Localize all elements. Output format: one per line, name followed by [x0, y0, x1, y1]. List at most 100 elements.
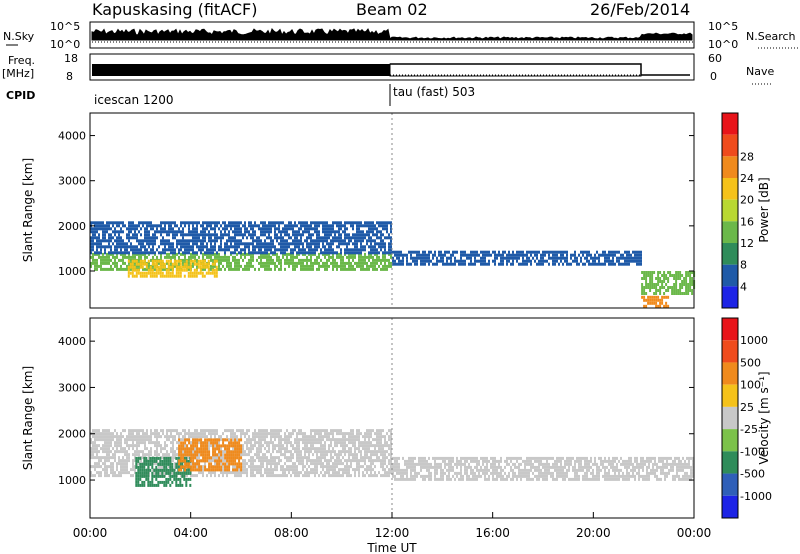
- velocity-cell: [161, 480, 164, 484]
- velocity-cell: [338, 474, 340, 478]
- power-cell: [236, 264, 238, 268]
- velocity-cell: [224, 444, 227, 448]
- velocity-cell: [310, 471, 312, 475]
- power-cell: [234, 261, 236, 265]
- power-cell: [372, 245, 374, 249]
- power-cell: [647, 298, 650, 302]
- velocity-cell: [400, 471, 402, 475]
- power-cell: [424, 253, 426, 257]
- velocity-cell: [175, 456, 178, 460]
- velocity-cell: [360, 453, 362, 457]
- velocity-cell: [324, 450, 326, 454]
- velocity-cell: [147, 465, 150, 469]
- power-cell: [356, 227, 358, 231]
- velocity-cell: [342, 438, 344, 442]
- power-cell: [228, 236, 230, 240]
- power-cell: [560, 250, 562, 254]
- velocity-cell: [200, 441, 203, 445]
- velocity-cell: [366, 453, 368, 457]
- velocity-cell: [92, 474, 94, 478]
- power-cell: [106, 252, 108, 256]
- power-cell: [310, 251, 312, 255]
- power-ytick-label: 3000: [58, 175, 86, 188]
- power-cell: [508, 259, 510, 263]
- power-colorbar-tick: 8: [740, 259, 747, 272]
- velocity-cell: [118, 438, 120, 442]
- velocity-cell: [196, 429, 198, 433]
- power-cell: [210, 236, 212, 240]
- velocity-cell: [182, 435, 184, 439]
- power-cell: [230, 261, 232, 265]
- power-cell: [578, 253, 580, 257]
- power-cell: [374, 267, 376, 271]
- velocity-cell: [376, 435, 378, 439]
- power-cell: [182, 242, 184, 246]
- power-cell: [428, 259, 430, 263]
- power-cell: [202, 236, 204, 240]
- power-cell: [155, 262, 158, 266]
- velocity-cell: [266, 444, 268, 448]
- power-cell: [326, 258, 328, 262]
- velocity-cell: [149, 483, 152, 487]
- velocity-cell: [344, 438, 346, 442]
- power-cell: [691, 289, 694, 292]
- power-cell: [640, 253, 642, 257]
- power-cell: [146, 221, 148, 225]
- power-cell: [414, 262, 416, 266]
- power-cell: [148, 239, 150, 243]
- velocity-cell: [120, 441, 122, 445]
- power-cell: [424, 262, 426, 266]
- power-cell: [324, 267, 326, 271]
- power-cell: [169, 274, 172, 278]
- power-cell: [288, 252, 290, 256]
- velocity-cell: [258, 441, 260, 445]
- velocity-cell: [142, 450, 144, 454]
- power-cell: [318, 224, 320, 228]
- velocity-cell: [112, 456, 114, 460]
- velocity-cell: [316, 453, 318, 457]
- velocity-cell: [171, 468, 174, 472]
- power-cell: [276, 264, 278, 268]
- power-cell: [215, 274, 218, 278]
- power-cell: [360, 255, 362, 259]
- velocity-cell: [390, 456, 392, 460]
- power-cell: [224, 230, 226, 234]
- power-cell: [108, 245, 110, 249]
- power-cell: [482, 256, 484, 260]
- power-cell: [250, 258, 252, 262]
- power-cell: [198, 245, 200, 249]
- power-cell: [183, 274, 186, 278]
- velocity-cell: [187, 459, 190, 463]
- power-cell: [689, 271, 692, 274]
- power-cell: [314, 224, 316, 228]
- power-cell: [254, 245, 256, 249]
- velocity-cell: [230, 432, 232, 436]
- velocity-cell: [124, 441, 126, 445]
- velocity-cell: [312, 441, 314, 445]
- power-cell: [518, 253, 520, 257]
- velocity-cell: [106, 444, 108, 448]
- velocity-cell: [272, 429, 274, 433]
- power-cell: [96, 221, 98, 225]
- power-cell: [663, 292, 666, 295]
- power-cell: [304, 264, 306, 268]
- velocity-cell: [118, 471, 120, 475]
- velocity-cell: [106, 453, 108, 457]
- velocity-cell: [254, 474, 256, 478]
- velocity-cell: [189, 477, 192, 481]
- power-cell: [548, 253, 550, 257]
- power-cell: [94, 242, 96, 246]
- power-cell: [166, 261, 168, 265]
- velocity-cell: [376, 450, 378, 454]
- power-cell: [148, 245, 150, 249]
- velocity-cell: [262, 474, 264, 478]
- velocity-cell: [175, 477, 178, 481]
- velocity-cell: [364, 438, 366, 442]
- velocity-cell: [314, 432, 316, 436]
- velocity-cell: [318, 429, 320, 433]
- velocity-cell: [296, 474, 298, 478]
- power-cell: [176, 245, 178, 249]
- power-cell: [90, 251, 92, 255]
- power-cell: [306, 267, 308, 271]
- velocity-cell: [206, 441, 209, 445]
